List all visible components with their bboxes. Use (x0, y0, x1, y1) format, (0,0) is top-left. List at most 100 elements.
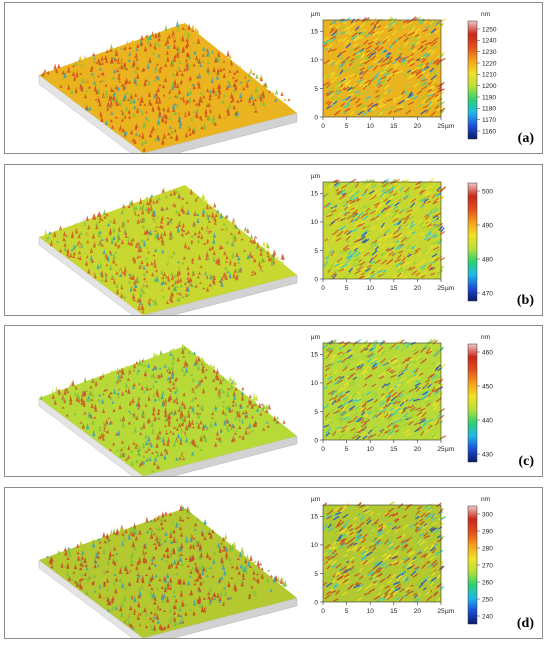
colorbar-scale (467, 182, 478, 302)
panel-d: 0 5 10 15 20 25 µm 0 5 10 15 µm 240 250 260 270 280 290 3… (4, 487, 543, 639)
map-x-tick-label: 5 (345, 285, 349, 292)
map-y-tick-label: 5 (314, 409, 318, 416)
map-x-unit-label: µm (445, 285, 454, 292)
colorbar-unit-label: nm (481, 11, 490, 18)
map-y-tick-label: 15 (311, 29, 319, 36)
colorbar-tick-label: 290 (482, 528, 493, 535)
map-x-tick-label: 25 (437, 608, 445, 615)
map-frame (322, 342, 442, 441)
panel-a: 0 5 10 15 20 25 µm 0 5 10 15 µm 1160 1170 1180 1190 120… (4, 2, 543, 154)
colorbar-d: 240 250 260 270 280 290 300 nm (467, 496, 493, 625)
panel-label-a: (a) (517, 131, 534, 146)
map-x-tick-label: 15 (390, 608, 398, 615)
colorbar-tick-label: 1250 (482, 26, 497, 33)
map-y-tick-label: 5 (314, 86, 318, 93)
colorbar-tick-label: 480 (482, 256, 493, 263)
map-x-unit-label: µm (445, 446, 454, 453)
colorbar-scale (467, 505, 478, 625)
map-x-tick-label: 0 (321, 123, 325, 130)
map-x-tick-label: 10 (367, 285, 375, 292)
colorbar-tick-label: 300 (482, 511, 493, 518)
panel-c: 0 5 10 15 20 25 µm 0 5 10 15 µm 430 440 450 460 nm (c) (4, 325, 543, 477)
surface-3d-a (38, 19, 298, 153)
panel-label-c: (c) (518, 454, 534, 469)
colorbar-tick-label: 450 (482, 383, 493, 390)
surface-texture (44, 185, 285, 313)
colorbar-tick-label: 1220 (482, 60, 497, 67)
map-y-unit-label: µm (311, 173, 320, 180)
colorbar-tick-label: 1190 (482, 94, 496, 101)
surface-top (39, 346, 297, 476)
map-y-tick-label: 15 (311, 352, 319, 359)
colorbar-tick-label: 1180 (482, 106, 496, 113)
colorbar-tick-label: 240 (482, 613, 493, 620)
surface-3d-b (38, 185, 298, 315)
map-y-tick-label: 0 (314, 114, 318, 121)
map-x-tick-label: 15 (390, 285, 398, 292)
colorbar-tick-label: 260 (482, 579, 493, 586)
colorbar-tick-label: 1200 (482, 83, 497, 90)
map-x-tick-label: 5 (345, 608, 349, 615)
colorbar-unit-label: nm (481, 334, 490, 341)
map-y-tick-label: 5 (314, 571, 318, 578)
surface-texture (41, 19, 291, 152)
colorbar-c: 430 440 450 460 nm (467, 334, 493, 463)
colorbar-tick-label: 440 (482, 417, 493, 424)
map-frame (322, 504, 442, 603)
map-x-tick-label: 15 (390, 446, 398, 453)
map-y-tick-label: 0 (314, 276, 318, 283)
map-y-tick-label: 10 (311, 219, 319, 226)
colorbar-tick-label: 430 (482, 451, 493, 458)
colorbar-tick-label: 280 (482, 545, 493, 552)
map-y-tick-label: 10 (311, 380, 319, 387)
panel-b: 0 5 10 15 20 25 µm 0 5 10 15 µm 470 480 490 500 (b) (4, 164, 543, 316)
colorbar-scale (467, 20, 478, 140)
map-y-tick-label: 15 (311, 191, 319, 198)
map-field (322, 338, 447, 441)
map-x-tick-label: 5 (345, 123, 349, 130)
map-x-unit-label: µm (445, 608, 454, 615)
map-y-unit-label: µm (311, 334, 320, 341)
map-x-tick-label: 0 (321, 608, 325, 615)
map-y-unit-label: µm (311, 496, 320, 503)
panel-label-b: (b) (516, 293, 534, 308)
colorbar-unit-label: nm (481, 496, 490, 503)
map-field (322, 501, 447, 603)
map-x-tick-label: 20 (414, 608, 422, 615)
colorbar-tick-label: 470 (482, 290, 493, 297)
colorbar-tick-label: 1230 (482, 49, 497, 56)
map-y-tick-label: 0 (314, 599, 318, 606)
map-y-tick-label: 0 (314, 437, 318, 444)
colorbar-a: 1160 1170 1180 1190 1200 1210 1220 1230 1240 1250… (467, 11, 497, 140)
colorbar-tick-label: 490 (482, 222, 493, 229)
surface-top (39, 508, 297, 638)
colorbar-tick-label: 500 (482, 188, 493, 195)
map-frame (322, 19, 442, 118)
map-x-tick-label: 10 (367, 608, 375, 615)
surface-texture (39, 343, 286, 475)
map-x-tick-label: 10 (367, 123, 375, 130)
map-x-tick-label: 5 (345, 446, 349, 453)
map-frame (322, 181, 442, 280)
colorbar-b: 470 480 490 500 (467, 182, 493, 302)
map-field (322, 178, 447, 280)
map-x-tick-label: 0 (321, 446, 325, 453)
surface-top (39, 23, 297, 153)
map-field (323, 16, 447, 117)
colorbar-tick-label: 250 (482, 596, 493, 603)
colorbar-tick-label: 460 (482, 349, 493, 356)
map-x-tick-label: 20 (414, 285, 422, 292)
map-x-tick-label: 20 (414, 446, 422, 453)
map-x-tick-label: 20 (414, 123, 422, 130)
colorbar-tick-label: 1160 (482, 128, 496, 135)
map-x-tick-label: 15 (390, 123, 398, 130)
map-y-unit-label: µm (311, 11, 320, 18)
colorbar-tick-label: 1240 (482, 38, 497, 45)
map-x-tick-label: 25 (437, 285, 445, 292)
surface-3d-d (38, 504, 298, 638)
map-x-tick-label: 25 (437, 123, 445, 130)
